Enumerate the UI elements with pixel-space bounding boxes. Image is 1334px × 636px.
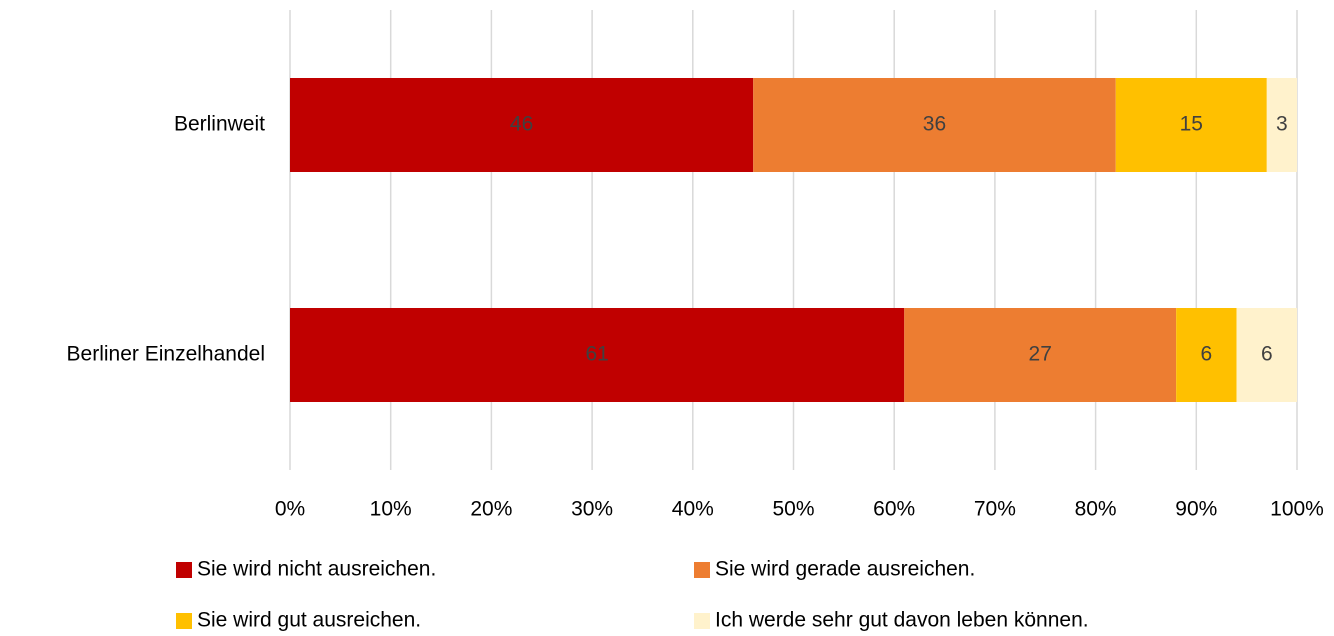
bar-segment [1236,308,1297,402]
data-label: 61 [585,343,608,366]
bar-segment [290,308,905,402]
x-tick-label: 30% [571,498,613,521]
bar-segment [1176,308,1237,402]
legend-swatch [694,613,710,629]
legend-label: Sie wird gut ausreichen. [197,609,421,632]
data-label: 46 [510,113,533,136]
legend-swatch [176,613,192,629]
x-tick-label: 40% [672,498,714,521]
x-tick-label: 60% [873,498,915,521]
data-label: 6 [1201,343,1213,366]
legend-label: Ich werde sehr gut davon leben können. [715,609,1089,632]
bar-segment [904,308,1177,402]
data-label: 15 [1180,113,1203,136]
bar-segment [1115,78,1267,172]
x-tick-label: 70% [974,498,1016,521]
x-tick-label: 20% [470,498,512,521]
x-tick-label: 90% [1175,498,1217,521]
x-tick-label: 10% [370,498,412,521]
bar-segment [1266,78,1297,172]
category-label: Berliner Einzelhandel [67,343,265,366]
x-tick-label: 100% [1270,498,1324,521]
legend-swatch [694,562,710,578]
x-tick-label: 50% [772,498,814,521]
legend-label: Sie wird gerade ausreichen. [715,558,975,581]
data-label: 6 [1261,343,1273,366]
data-label: 36 [923,113,946,136]
data-label: 27 [1029,343,1052,366]
x-tick-label: 0% [275,498,305,521]
legend-swatch [176,562,192,578]
data-label: 3 [1276,113,1288,136]
bar-segment [753,78,1116,172]
bar-segment [290,78,754,172]
x-tick-label: 80% [1075,498,1117,521]
category-label: Berlinweit [174,113,265,136]
legend-label: Sie wird nicht ausreichen. [197,558,436,581]
